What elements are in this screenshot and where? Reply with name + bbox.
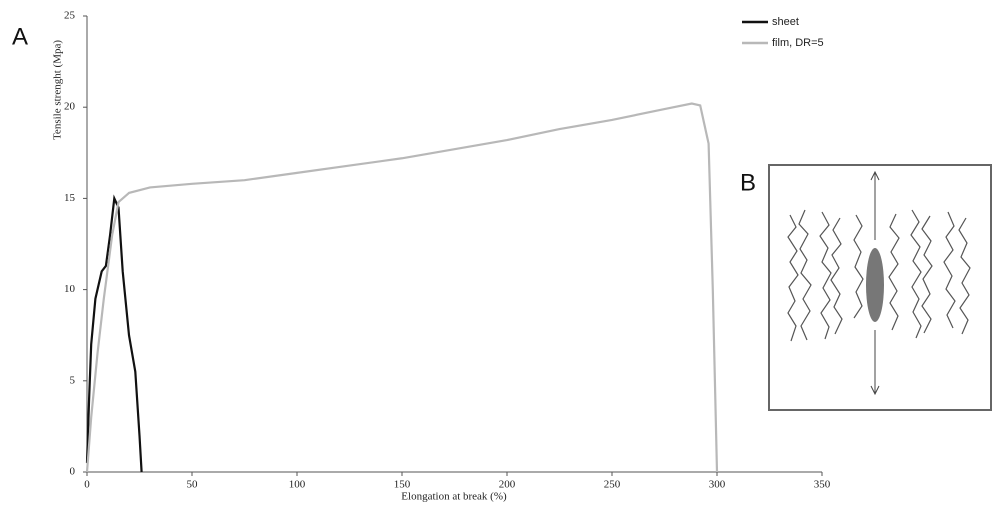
- particle: [866, 248, 884, 322]
- chain: [888, 213, 900, 331]
- y-axis-label: Tensile strenght (Mpa): [52, 40, 64, 140]
- chain: [921, 215, 933, 334]
- y-tick-label: 15: [64, 192, 76, 204]
- chain: [787, 214, 799, 342]
- x-axis-label: Elongation at break (%): [401, 491, 507, 503]
- x-tick-label: 350: [814, 479, 831, 491]
- chain: [910, 209, 922, 339]
- chain: [819, 211, 832, 340]
- chain: [943, 211, 956, 329]
- x-tick-label: 200: [499, 479, 516, 491]
- x-tick-label: 250: [604, 479, 621, 491]
- y-tick-label: 20: [64, 101, 76, 113]
- chain: [798, 209, 812, 341]
- chain: [853, 214, 864, 319]
- x-tick-label: 100: [289, 479, 306, 491]
- y-tick-label: 10: [64, 283, 76, 295]
- legend-label: sheet: [772, 16, 799, 28]
- panel-label: B: [740, 169, 756, 196]
- diagram: [768, 164, 992, 411]
- series-line: [85, 194, 143, 473]
- x-tick-label: 150: [394, 479, 411, 491]
- x-tick-label: 50: [187, 479, 199, 491]
- x-tick-label: 0: [84, 479, 90, 491]
- legend-label: film, DR=5: [772, 37, 824, 49]
- y-tick-label: 25: [64, 10, 76, 22]
- panel-label: A: [12, 23, 28, 50]
- chain: [958, 217, 971, 335]
- y-tick-label: 5: [70, 374, 76, 386]
- series-line: [85, 102, 719, 473]
- arrow-head: [870, 385, 880, 396]
- x-tick-label: 300: [709, 479, 726, 491]
- chain: [830, 217, 843, 335]
- y-tick-label: 0: [70, 466, 76, 478]
- arrow-head: [870, 170, 880, 181]
